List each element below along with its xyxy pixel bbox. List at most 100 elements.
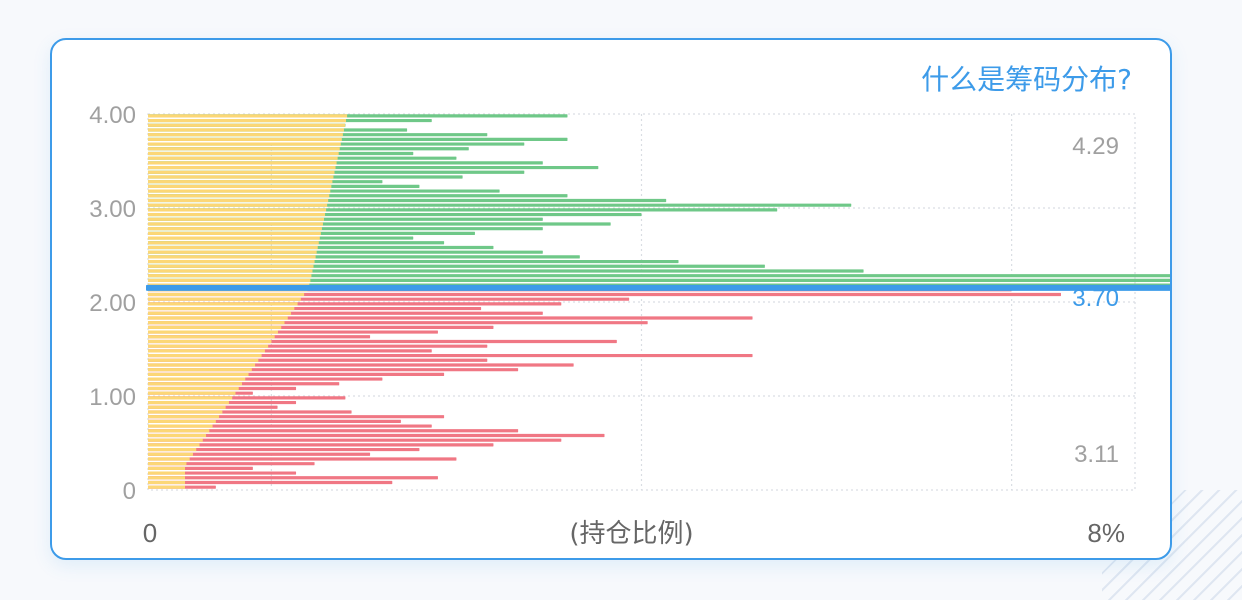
chip-bar	[148, 415, 445, 419]
cost-bar	[148, 306, 295, 311]
chip-bar	[148, 438, 562, 442]
cost-bar	[148, 170, 335, 174]
cost-bar	[148, 391, 236, 395]
cost-bar	[148, 123, 345, 127]
cost-bar	[148, 415, 220, 419]
y-tick-label: 3.00	[89, 196, 136, 223]
cost-bar	[148, 386, 239, 391]
cost-bar	[148, 133, 343, 137]
chip-distribution-chart: 0 1.00 2.00 3.00 4.00 0 8% (持仓比例) 4.29 3.70 3.11	[89, 102, 1170, 549]
chip-bar	[148, 429, 519, 433]
cost-bar	[148, 311, 292, 315]
cost-bar	[148, 128, 344, 132]
cost-bar	[148, 321, 285, 325]
chip-bar	[148, 457, 457, 461]
cost-bar	[148, 156, 338, 160]
x-axis-label: (持仓比例)	[569, 519, 693, 549]
x-tick-label-right: 8%	[1087, 518, 1125, 548]
cost-bar	[148, 330, 278, 334]
cost-bar	[148, 353, 262, 358]
cost-bar	[148, 447, 197, 452]
cost-bar	[148, 485, 186, 489]
cost-bar	[148, 335, 275, 339]
cost-bar	[148, 241, 319, 245]
cost-bar	[148, 161, 337, 165]
price-label: 4.29	[1072, 133, 1119, 160]
chip-bar	[148, 462, 315, 466]
cost-bar	[148, 231, 321, 235]
chip-distribution-card: 什么是筹码分布? 0 1.00 2.00 3.00 4.00 0 8% (持仓比例) 4.29 3…	[50, 38, 1172, 560]
chip-bar	[148, 269, 864, 273]
current-price-line	[146, 284, 1170, 291]
cost-bar	[148, 476, 186, 480]
cost-bar	[148, 297, 301, 301]
y-tick-label: 4.00	[89, 102, 136, 129]
cost-bar	[148, 250, 317, 254]
cost-bar	[148, 114, 348, 118]
cost-bar	[148, 180, 333, 184]
cost-bar	[148, 424, 213, 428]
cost-bar	[148, 189, 331, 193]
cost-bar	[148, 382, 242, 386]
chip-bar	[148, 316, 753, 320]
y-tick-label: 1.00	[89, 384, 136, 411]
cost-bar	[148, 142, 341, 146]
cost-bar	[148, 377, 246, 381]
cost-bar	[148, 325, 282, 329]
cost-bar	[148, 259, 315, 264]
cost-bar	[148, 302, 298, 306]
cost-bar	[148, 236, 320, 240]
cost-bar	[148, 433, 207, 438]
cost-bar	[148, 429, 210, 433]
cost-bar	[148, 339, 272, 344]
cost-bar	[148, 198, 329, 203]
cost-bar	[148, 212, 326, 217]
y-tick-label: 0	[123, 478, 136, 505]
cost-bar	[148, 118, 347, 123]
y-tick-label: 2.00	[89, 290, 136, 317]
chip-bar	[148, 447, 420, 452]
cost-bar	[148, 400, 229, 405]
cost-bar	[148, 222, 323, 226]
cost-bar	[148, 419, 216, 423]
cost-bar	[148, 457, 190, 461]
x-tick-label-left: 0	[143, 518, 157, 548]
cost-bar	[148, 208, 327, 212]
cost-bar	[148, 245, 318, 250]
cost-bar	[148, 264, 314, 268]
cost-bar	[148, 466, 186, 470]
cost-bar	[148, 443, 200, 447]
cost-bar	[148, 151, 339, 156]
cost-bar	[148, 278, 311, 282]
cost-bar	[148, 269, 313, 273]
cost-bar	[148, 358, 259, 362]
cost-bar	[148, 349, 265, 353]
cost-bar	[148, 480, 186, 485]
cost-bar	[148, 372, 249, 376]
cost-bar	[148, 175, 334, 179]
cost-bar	[148, 274, 312, 278]
cost-bar	[148, 368, 252, 372]
cost-bar	[148, 194, 330, 198]
cost-bar	[148, 255, 316, 259]
cost-bar	[148, 203, 328, 207]
cost-bar	[148, 316, 288, 320]
cost-bar	[148, 227, 322, 231]
chip-bar	[148, 443, 494, 447]
chip-bar	[148, 476, 438, 480]
chip-bar	[148, 278, 1170, 282]
chip-bar	[148, 274, 1170, 278]
cost-bar	[148, 147, 340, 151]
current-price-label: 3.70	[1072, 285, 1119, 312]
cost-bar	[148, 471, 186, 475]
what-is-chip-distribution-link[interactable]: 什么是筹码分布?	[921, 63, 1132, 96]
cost-bar	[148, 405, 226, 409]
chip-bar	[148, 424, 432, 428]
cost-bar	[148, 344, 269, 348]
chip-bar	[148, 353, 753, 358]
cost-bar	[148, 462, 187, 466]
cost-bar	[148, 438, 203, 442]
cost-bar	[148, 410, 223, 414]
chip-bar	[148, 292, 1061, 297]
chip-bar	[148, 480, 393, 485]
